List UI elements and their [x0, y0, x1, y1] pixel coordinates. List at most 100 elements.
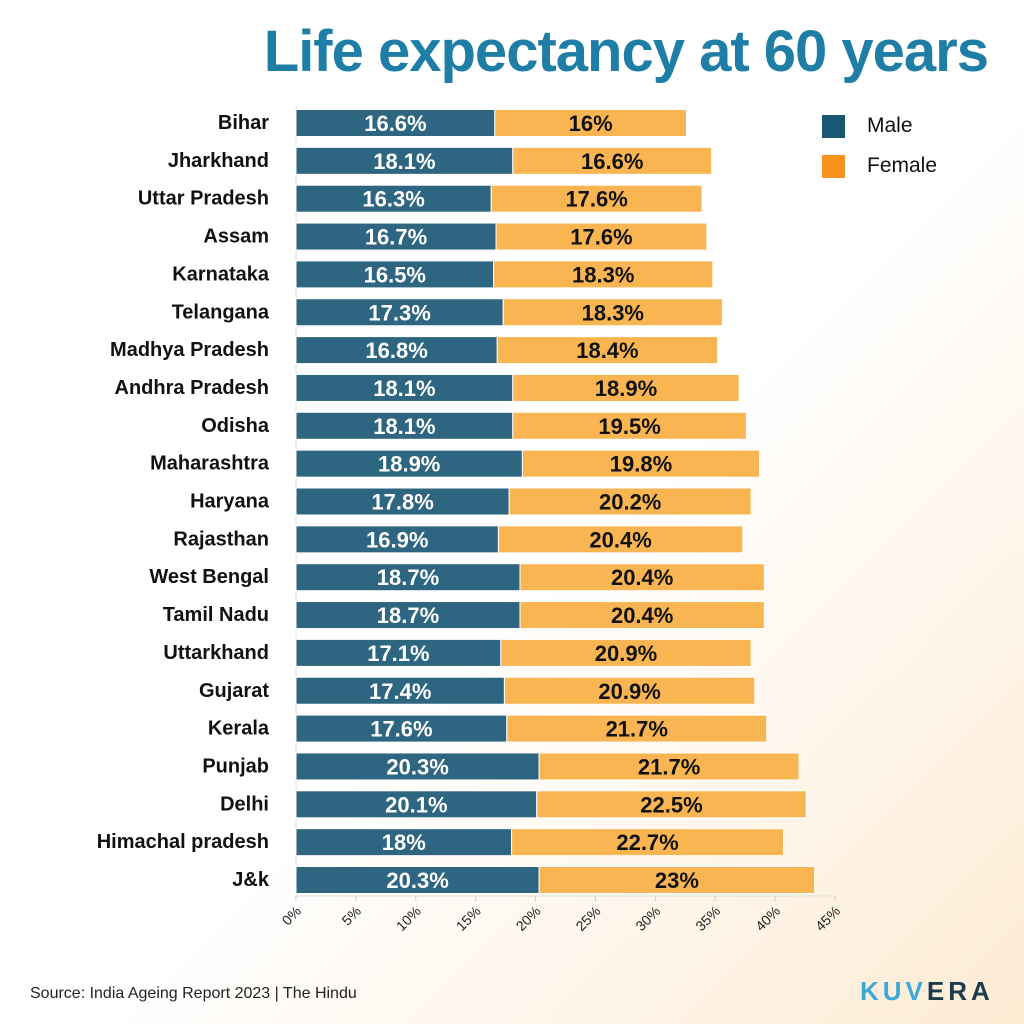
- category-label: Punjab: [202, 755, 269, 777]
- category-label: Gujarat: [199, 680, 269, 702]
- legend-item-female: Female: [822, 146, 937, 186]
- data-label-female: 17.6%: [565, 187, 627, 212]
- x-tick-label: 20%: [513, 903, 544, 934]
- bar-female: [538, 752, 800, 781]
- bar-female: [493, 260, 714, 289]
- x-tick-label: 45%: [812, 903, 843, 934]
- bar-female: [512, 411, 747, 440]
- data-label-male: 16.8%: [365, 338, 427, 363]
- data-label-female: 21.7%: [606, 717, 668, 742]
- data-label-female: 20.4%: [611, 565, 673, 590]
- data-label-male: 16.9%: [366, 527, 428, 552]
- bar-male: [295, 184, 492, 213]
- x-tick-label: 0%: [278, 903, 304, 929]
- category-label: Bihar: [218, 112, 269, 134]
- data-label-male: 20.3%: [386, 754, 448, 779]
- bar-female: [519, 601, 765, 630]
- bar-female: [502, 298, 723, 327]
- data-label-male: 16.6%: [364, 111, 426, 136]
- legend-swatch-male: [822, 114, 845, 138]
- category-label: Tamil Nadu: [163, 604, 269, 626]
- data-label-male: 18%: [382, 830, 426, 855]
- data-label-male: 18.1%: [373, 414, 435, 439]
- bar-male: [295, 638, 502, 667]
- data-label-female: 20.4%: [589, 527, 651, 552]
- chart-title: Life expectancy at 60 years: [263, 19, 989, 84]
- x-tick-label: 30%: [632, 903, 663, 934]
- data-label-female: 16.6%: [581, 149, 643, 174]
- x-tick-label: 5%: [338, 903, 364, 929]
- legend-label-male: Male: [867, 114, 913, 137]
- data-label-male: 18.7%: [377, 565, 439, 590]
- bar-male: [295, 828, 513, 857]
- bar-female: [490, 184, 703, 213]
- category-label: Uttarkhand: [163, 642, 269, 664]
- data-label-female: 18.3%: [572, 262, 634, 287]
- data-label-male: 16.3%: [362, 187, 424, 212]
- x-tick-label: 25%: [572, 903, 603, 934]
- data-label-female: 20.2%: [599, 490, 661, 515]
- bar-male: [295, 487, 510, 516]
- data-label-male: 17.3%: [368, 300, 430, 325]
- kuvera-logo: KUVERA: [860, 976, 994, 1006]
- bar-male: [295, 449, 523, 478]
- data-label-male: 17.8%: [371, 490, 433, 515]
- data-label-male: 18.7%: [377, 603, 439, 628]
- category-label: Andhra Pradesh: [115, 377, 269, 399]
- category-label: Kerala: [208, 718, 270, 740]
- bar-female: [512, 373, 740, 402]
- data-label-male: 17.6%: [370, 717, 432, 742]
- category-label: Maharashtra: [150, 453, 270, 475]
- data-label-male: 18.1%: [373, 149, 435, 174]
- bar-male: [295, 714, 508, 743]
- data-label-female: 22.5%: [640, 792, 702, 817]
- bar-female: [538, 866, 816, 894]
- bar-female: [500, 638, 752, 667]
- data-label-female: 23%: [655, 868, 699, 893]
- x-tick-label: 10%: [393, 903, 424, 934]
- x-tick-label: 35%: [692, 903, 723, 934]
- category-label: Haryana: [190, 491, 270, 513]
- bar-female: [521, 449, 761, 478]
- category-label: Rajasthan: [173, 528, 269, 550]
- data-label-female: 18.9%: [595, 376, 657, 401]
- category-label: Odisha: [201, 415, 270, 437]
- bar-female: [511, 828, 784, 857]
- data-label-male: 17.1%: [367, 641, 429, 666]
- category-label: West Bengal: [149, 566, 269, 588]
- data-label-female: 19.5%: [598, 414, 660, 439]
- category-label: Uttar Pradesh: [138, 188, 269, 210]
- category-label: Madhya Pradesh: [110, 339, 269, 361]
- legend-item-male: Male: [822, 106, 937, 146]
- data-label-male: 16.7%: [365, 225, 427, 250]
- bar-male: [295, 260, 495, 289]
- bar-female: [536, 790, 807, 819]
- bar-female: [519, 563, 765, 592]
- bar-male: [295, 563, 521, 592]
- bar-female: [494, 109, 687, 137]
- data-label-male: 18.1%: [373, 376, 435, 401]
- category-label: J&k: [232, 869, 270, 891]
- legend: Male Female: [822, 106, 937, 186]
- category-label: Telangana: [172, 301, 270, 323]
- bar-female: [512, 146, 713, 175]
- bar-male: [295, 146, 514, 175]
- bar-male: [295, 790, 538, 819]
- bar-female: [506, 714, 768, 743]
- category-label: Karnataka: [172, 263, 270, 285]
- bar-male: [295, 336, 498, 365]
- data-label-male: 18.9%: [378, 452, 440, 477]
- data-label-female: 18.3%: [582, 300, 644, 325]
- data-label-male: 20.3%: [386, 868, 448, 893]
- bar-male: [295, 752, 540, 781]
- data-label-female: 16%: [569, 111, 613, 136]
- legend-swatch-female: [822, 154, 845, 178]
- data-label-female: 17.6%: [570, 225, 632, 250]
- bar-female: [497, 525, 744, 554]
- bar-male: [295, 601, 521, 630]
- category-label: Assam: [203, 226, 269, 248]
- data-label-female: 22.7%: [616, 830, 678, 855]
- x-tick-label: 40%: [752, 903, 783, 934]
- x-tick-label: 15%: [453, 903, 484, 934]
